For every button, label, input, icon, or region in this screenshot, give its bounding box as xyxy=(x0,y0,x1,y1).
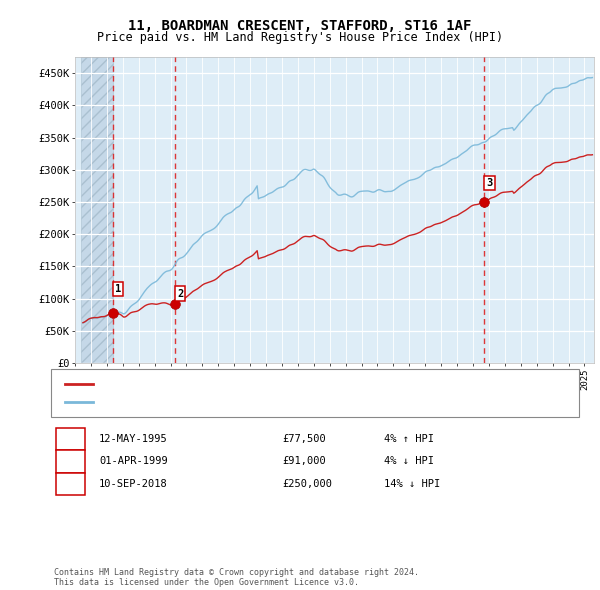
Text: 3: 3 xyxy=(487,178,493,188)
Text: 3: 3 xyxy=(67,479,73,489)
Text: 4% ↑ HPI: 4% ↑ HPI xyxy=(384,434,434,444)
Text: 11, BOARDMAN CRESCENT, STAFFORD, ST16 1AF (detached house): 11, BOARDMAN CRESCENT, STAFFORD, ST16 1A… xyxy=(99,379,447,389)
Text: HPI: Average price, detached house, Stafford: HPI: Average price, detached house, Staf… xyxy=(99,397,363,407)
Bar xyxy=(82,57,113,363)
Text: 1: 1 xyxy=(67,434,73,444)
Text: 12-MAY-1995: 12-MAY-1995 xyxy=(99,434,168,444)
Text: 2: 2 xyxy=(67,457,73,466)
Text: 14% ↓ HPI: 14% ↓ HPI xyxy=(384,479,440,489)
Text: Price paid vs. HM Land Registry's House Price Index (HPI): Price paid vs. HM Land Registry's House … xyxy=(97,31,503,44)
Text: 4% ↓ HPI: 4% ↓ HPI xyxy=(384,457,434,466)
Text: £91,000: £91,000 xyxy=(282,457,326,466)
Text: 01-APR-1999: 01-APR-1999 xyxy=(99,457,168,466)
Text: 10-SEP-2018: 10-SEP-2018 xyxy=(99,479,168,489)
Text: Contains HM Land Registry data © Crown copyright and database right 2024.
This d: Contains HM Land Registry data © Crown c… xyxy=(54,568,419,587)
Text: £250,000: £250,000 xyxy=(282,479,332,489)
Text: £77,500: £77,500 xyxy=(282,434,326,444)
Text: 1: 1 xyxy=(115,284,121,294)
Text: 11, BOARDMAN CRESCENT, STAFFORD, ST16 1AF: 11, BOARDMAN CRESCENT, STAFFORD, ST16 1A… xyxy=(128,19,472,33)
Text: 2: 2 xyxy=(177,289,183,299)
